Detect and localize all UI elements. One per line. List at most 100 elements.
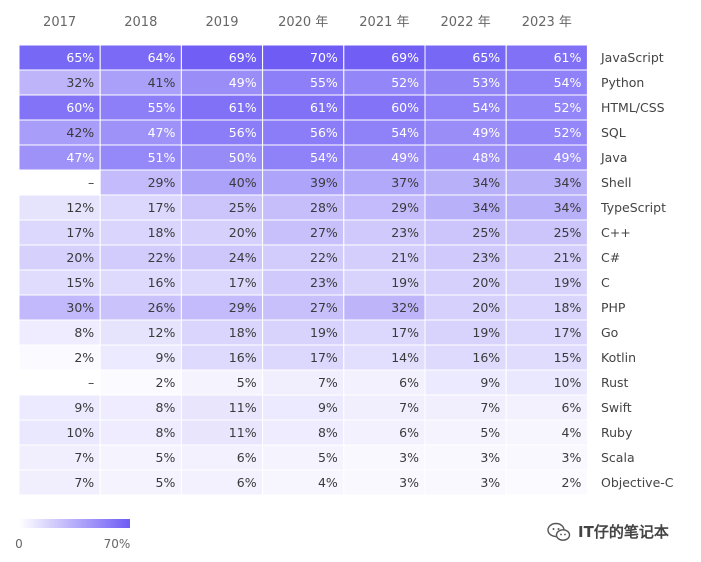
cell-value-label: 54% (472, 100, 500, 115)
heatmap-cell (505, 394, 588, 421)
cell-value-label: 19% (554, 275, 582, 290)
cell-value-label: 34% (554, 200, 582, 215)
cell-value-label: 32% (66, 75, 94, 90)
cell-value-label: 17% (554, 325, 582, 340)
cell-value-label: 69% (391, 50, 419, 65)
cell-value-label: 28% (310, 200, 338, 215)
cell-value-label: 3% (562, 450, 582, 465)
cell-value-label: 16% (472, 350, 500, 365)
column-label: 2023 年 (522, 15, 572, 30)
wechat-icon (547, 522, 571, 541)
cell-value-label: 17% (391, 325, 419, 340)
cell-value-label: 27% (310, 225, 338, 240)
row-label: C# (601, 250, 620, 265)
heatmap-cell (505, 269, 588, 296)
row-label: Python (601, 75, 644, 90)
cell-value-label: 19% (472, 325, 500, 340)
cell-value-label: 18% (554, 300, 582, 315)
cell-value-label: 6% (237, 475, 257, 490)
cell-value-label: 20% (472, 300, 500, 315)
cell-value-label: 10% (554, 375, 582, 390)
heatmap-cell (424, 44, 507, 71)
heatmap-cell (505, 344, 588, 371)
cell-value-label: 22% (310, 250, 338, 265)
heatmap-cell (424, 269, 507, 296)
cell-value-label: 29% (391, 200, 419, 215)
cell-value-label: 54% (554, 75, 582, 90)
heatmap-cell (180, 144, 264, 171)
cell-value-label: 20% (66, 250, 94, 265)
heatmap-cells: 65% 64% 69% 70% 69% 65% 61% 32% 41% 49% 55% 52% 53% 5… (18, 44, 588, 496)
cell-value-label: 23% (391, 225, 419, 240)
heatmap-cell (343, 319, 426, 346)
cell-value-label: – (88, 375, 94, 390)
cell-value-label: 3% (399, 450, 419, 465)
cell-value-label: 61% (554, 50, 582, 65)
column-label: 2019 (205, 15, 238, 30)
cell-value-label: 56% (310, 125, 338, 140)
cell-value-label: 61% (229, 100, 257, 115)
heatmap-cell (180, 419, 264, 446)
cell-value-label: 41% (148, 75, 176, 90)
cell-value-label: 56% (229, 125, 257, 140)
row-label: TypeScript (600, 200, 666, 215)
cell-value-label: 22% (148, 250, 176, 265)
heatmap-cell (505, 444, 588, 471)
row-labels: JavaScript Python HTML/CSS SQL Java Shell Type… (600, 50, 674, 490)
heatmap-cell (424, 294, 507, 321)
cell-value-label: 20% (229, 225, 257, 240)
cell-value-label: 39% (310, 175, 338, 190)
cell-value-label: 15% (554, 350, 582, 365)
heatmap-cell (424, 219, 507, 246)
cell-value-label: 34% (554, 175, 582, 190)
cell-value-label: 4% (318, 475, 338, 490)
cell-value-label: 8% (318, 425, 338, 440)
heatmap-cell (180, 469, 264, 496)
heatmap-cell (18, 169, 101, 196)
cell-value-label: 8% (156, 400, 176, 415)
row-label: Scala (601, 450, 635, 465)
cell-value-label: 29% (148, 175, 176, 190)
heatmap-cell (99, 419, 182, 446)
row-label: SQL (601, 125, 626, 140)
cell-value-label: 54% (310, 150, 338, 165)
row-label: Kotlin (601, 350, 636, 365)
cell-value-label: 54% (391, 125, 419, 140)
heatmap-cell (180, 269, 264, 296)
cell-value-label: 16% (148, 275, 176, 290)
heatmap-cell (99, 94, 182, 121)
heatmap-cell (99, 294, 182, 321)
heatmap-cell (343, 219, 426, 246)
heatmap-cell (18, 269, 101, 296)
cell-value-label: 27% (310, 300, 338, 315)
cell-value-label: 2% (562, 475, 582, 490)
heatmap-cell (343, 69, 426, 96)
watermark-text: IT仔的笔记本 (578, 523, 669, 541)
cell-value-label: 19% (391, 275, 419, 290)
heatmap-cell (18, 69, 101, 96)
heatmap-cell (505, 69, 588, 96)
cell-value-label: 15% (66, 275, 94, 290)
heatmap-cell (424, 444, 507, 471)
cell-value-label: 24% (229, 250, 257, 265)
cell-value-label: 65% (472, 50, 500, 65)
heatmap-cell (262, 344, 345, 371)
cell-value-label: 20% (472, 275, 500, 290)
cell-value-label: – (88, 175, 94, 190)
row-label: HTML/CSS (601, 100, 665, 115)
heatmap-cell (424, 194, 507, 221)
cell-value-label: 25% (554, 225, 582, 240)
cell-value-label: 3% (399, 475, 419, 490)
cell-value-label: 5% (318, 450, 338, 465)
cell-value-label: 47% (148, 125, 176, 140)
cell-value-label: 65% (66, 50, 94, 65)
cell-value-label: 12% (66, 200, 94, 215)
heatmap-cell (18, 469, 101, 496)
heatmap-cell (99, 319, 182, 346)
heatmap-cell (505, 419, 588, 446)
cell-value-label: 47% (66, 150, 94, 165)
cell-value-label: 49% (229, 75, 257, 90)
cell-value-label: 49% (472, 125, 500, 140)
cell-value-label: 49% (391, 150, 419, 165)
cell-value-label: 21% (554, 250, 582, 265)
